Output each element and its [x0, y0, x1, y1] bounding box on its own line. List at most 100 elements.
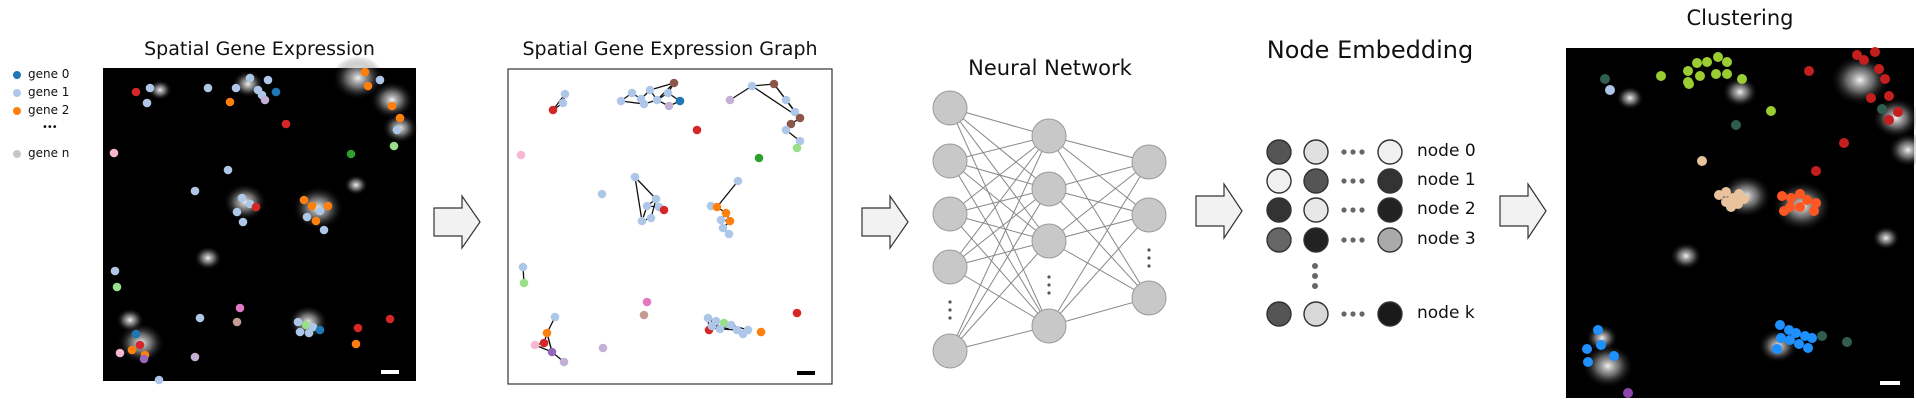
- neuron: [1131, 144, 1167, 180]
- cluster-spot: [1870, 47, 1880, 57]
- legend-label-gene-1: gene 1: [28, 85, 70, 99]
- gene-spot: [231, 83, 241, 93]
- graph-node: [792, 143, 802, 153]
- embedding-cell: [1266, 301, 1292, 327]
- gene-spot: [110, 266, 120, 276]
- gene-spot: [304, 328, 314, 338]
- gene-legend: [13, 71, 21, 158]
- gene-spot: [360, 67, 370, 77]
- graph-node: [597, 189, 607, 199]
- cluster-spot: [1722, 57, 1732, 67]
- cluster-spot: [1702, 57, 1712, 67]
- graph-edge: [634, 176, 643, 222]
- cluster-spot: [1795, 189, 1805, 199]
- nn-connection: [949, 188, 1050, 352]
- nucleus-blob: [116, 308, 144, 332]
- graph-node: [769, 79, 779, 89]
- gene-spot: [353, 323, 363, 333]
- legend-label-gene-2: gene 2: [28, 103, 70, 117]
- nn-connection: [949, 135, 1050, 215]
- graph-node: [786, 119, 796, 129]
- graph-node: [659, 205, 669, 215]
- cluster-spot: [1795, 202, 1805, 212]
- gene-spot: [112, 282, 122, 292]
- cluster-spot: [1766, 106, 1776, 116]
- embedding-ellipsis-dot: [1359, 237, 1365, 243]
- cluster-spot: [1772, 344, 1782, 354]
- embedding-vertical-ellipsis: [1312, 263, 1318, 289]
- gene-spot: [235, 303, 245, 313]
- gene-spot: [142, 98, 152, 108]
- gene-spot: [389, 141, 399, 151]
- graph-frame: [507, 68, 833, 385]
- graph-node: [663, 88, 673, 98]
- gene-spot: [301, 320, 311, 330]
- embedding-row-label: node 3: [1417, 229, 1476, 249]
- embedding-ellipsis-dot: [1350, 311, 1356, 317]
- graph-node: [651, 194, 661, 204]
- legend-label-gene-n: gene n: [28, 146, 70, 160]
- nucleus-blob: [194, 246, 222, 270]
- graph-node: [518, 262, 528, 272]
- gene-spot: [115, 348, 125, 358]
- embedding-row-label: node 0: [1417, 141, 1476, 161]
- nn-connection: [949, 135, 1050, 268]
- gene-spot: [190, 352, 200, 362]
- gene-spot: [385, 314, 395, 324]
- graph-node: [715, 324, 725, 334]
- nucleus-blob: [1670, 242, 1702, 270]
- neuron: [932, 143, 968, 179]
- cluster-spot: [1726, 202, 1736, 212]
- nucleus-blob: [223, 183, 267, 221]
- embedding-ellipsis-dot: [1350, 178, 1356, 184]
- graph-node: [616, 96, 626, 106]
- cluster-spot: [1656, 71, 1666, 81]
- cluster-spot: [1877, 104, 1887, 114]
- scale-bar-graph: [797, 371, 815, 375]
- cluster-spots: [1582, 47, 1903, 398]
- cluster-spot: [1802, 195, 1812, 205]
- embedding-cell: [1377, 168, 1403, 194]
- gene-spot: [139, 354, 149, 364]
- embedding-cell: [1266, 168, 1292, 194]
- scale-bar-cluster: [1880, 381, 1900, 385]
- gene-spot: [131, 87, 141, 97]
- graph-node: [639, 310, 649, 320]
- embedding-cell: [1266, 197, 1292, 223]
- gene-spot: [263, 75, 273, 85]
- gene-spot: [311, 216, 321, 226]
- gene-spot: [281, 119, 291, 129]
- cluster-spot: [1695, 71, 1705, 81]
- title-node-embedding: Node Embedding: [1266, 36, 1474, 64]
- neuron: [1031, 171, 1067, 207]
- embedding-row-label: node 2: [1417, 199, 1476, 219]
- cluster-spot: [1731, 120, 1741, 130]
- graph-node: [725, 95, 735, 105]
- gene-spot: [351, 339, 361, 349]
- gene-spot: [195, 313, 205, 323]
- graph-node: [639, 99, 649, 109]
- gene-spot: [302, 212, 312, 222]
- embedding-ellipsis-dot: [1341, 237, 1347, 243]
- embedding-ellipsis-dot: [1350, 149, 1356, 155]
- gene-spot: [237, 193, 247, 203]
- arrow-2: [861, 194, 909, 250]
- panel-spatial-gene-expression: [103, 55, 418, 385]
- arrow-3: [1195, 182, 1243, 240]
- neuron: [932, 333, 968, 369]
- cluster-spot: [1807, 333, 1817, 343]
- legend-marker-gene-2: [13, 107, 21, 115]
- cluster-spot: [1811, 166, 1821, 176]
- gene-spot: [271, 87, 281, 97]
- graph-node: [716, 215, 726, 225]
- embedding-cell: [1377, 227, 1403, 253]
- embedding-cell: [1266, 139, 1292, 165]
- graph-node: [652, 95, 662, 105]
- gene-spot: [319, 225, 329, 235]
- cluster-spot: [1697, 156, 1707, 166]
- graph-node: [790, 107, 800, 117]
- cluster-spot: [1605, 85, 1615, 95]
- graph-node: [718, 223, 728, 233]
- gene-spot: [387, 101, 397, 111]
- neuron: [932, 249, 968, 285]
